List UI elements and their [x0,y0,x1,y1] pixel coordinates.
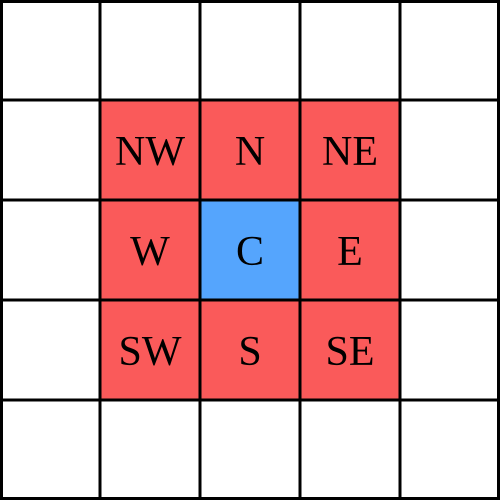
cell-e [300,200,400,300]
cell-s [200,300,300,400]
cell-label-nw: NW [115,129,185,175]
cell-label-s: S [238,329,261,375]
cell-sw [100,300,200,400]
cell-labels: NW N NE W C E SW S SE [115,129,378,375]
cell-nw [100,100,200,200]
cell-label-w: W [130,229,170,275]
cell-ne [300,100,400,200]
cell-label-se: SE [325,329,374,375]
cell-label-c: C [236,229,264,275]
cell-label-e: E [337,229,363,275]
cell-c [200,200,300,300]
cell-label-n: N [235,129,265,175]
cell-n [200,100,300,200]
cell-se [300,300,400,400]
cell-label-sw: SW [119,329,182,375]
cell-label-ne: NE [322,129,378,175]
cell-w [100,200,200,300]
